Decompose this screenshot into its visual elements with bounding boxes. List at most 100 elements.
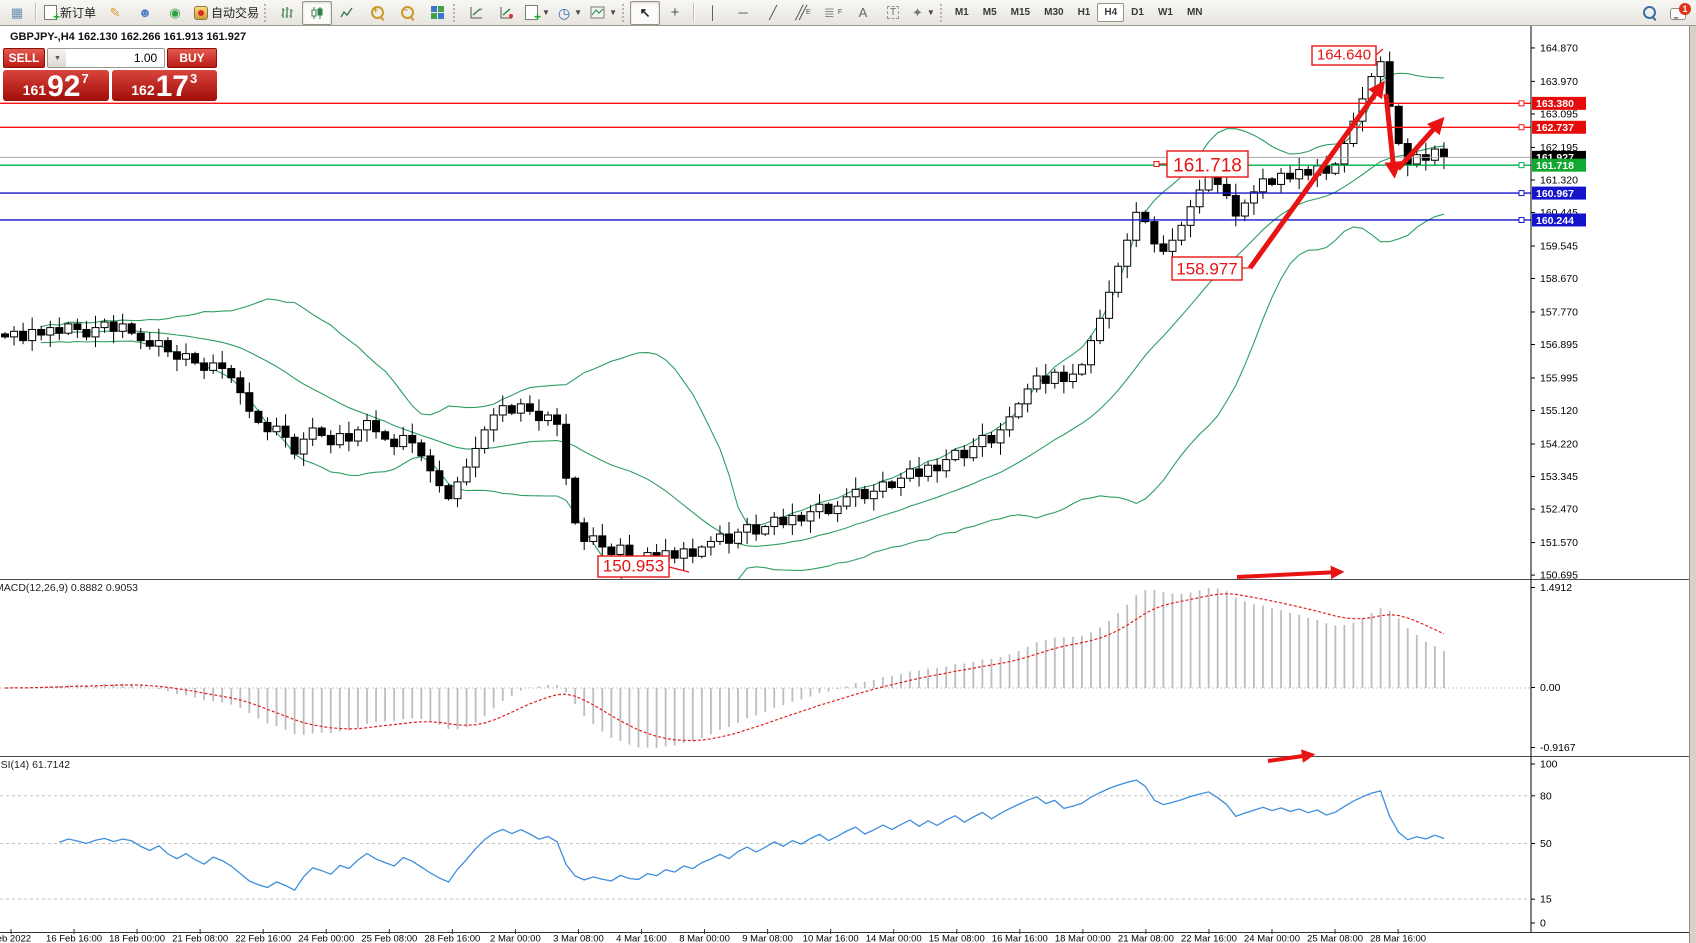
add-object-button[interactable]: ▼ xyxy=(521,1,554,25)
crosshair-tool-button[interactable]: + xyxy=(660,1,690,25)
indicators-button[interactable] xyxy=(461,1,491,25)
fibonacci-icon: ≣ xyxy=(823,5,835,20)
svg-text:152.470: 152.470 xyxy=(1540,504,1578,516)
template-button[interactable]: ▼ xyxy=(586,1,621,25)
new-order-button[interactable]: 新订单 xyxy=(40,1,100,25)
sell-button[interactable]: SELL xyxy=(3,48,45,68)
channel-tool[interactable]: ╱╱ E xyxy=(795,5,811,20)
text-tool[interactable]: A xyxy=(848,1,878,25)
svg-text:22 Feb 16:00: 22 Feb 16:00 xyxy=(235,934,291,943)
price-axis[interactable]: 164.870163.970163.095162.195161.320160.4… xyxy=(1530,26,1586,932)
tile-windows-button[interactable] xyxy=(422,1,452,25)
channel-icon: ╱╱ xyxy=(795,5,806,20)
fibonacci-tool[interactable]: ≣ F xyxy=(823,5,843,20)
timeframe-M30[interactable]: M30 xyxy=(1044,7,1064,18)
svg-text:21 Feb 08:00: 21 Feb 08:00 xyxy=(172,934,228,943)
ask-price-box[interactable]: 162 17 3 xyxy=(111,70,217,102)
notification-badge: 1 xyxy=(1679,2,1691,15)
volume-input[interactable] xyxy=(66,49,164,67)
svg-text:153.345: 153.345 xyxy=(1540,471,1578,483)
candlestick-chart-button[interactable] xyxy=(302,0,333,25)
zoom-out-icon: − xyxy=(400,5,414,19)
cursor-icon: ↖ xyxy=(639,5,651,20)
styler-button[interactable]: ✎ xyxy=(100,1,130,25)
bar-chart-button[interactable] xyxy=(272,1,302,25)
caret-down-icon: ▼ xyxy=(609,8,618,17)
volume-down-button[interactable]: ▼ xyxy=(48,49,66,67)
buy-button[interactable]: BUY xyxy=(167,48,217,68)
svg-text:151.570: 151.570 xyxy=(1540,537,1578,549)
price-callout xyxy=(597,555,670,578)
search-button[interactable] xyxy=(1634,1,1664,25)
svg-text:21 Mar 08:00: 21 Mar 08:00 xyxy=(1118,934,1174,943)
chart-window-icon[interactable]: ▦ xyxy=(10,5,24,20)
zoom-in-button[interactable]: + xyxy=(362,1,392,25)
autotrade-button[interactable]: 自动交易 xyxy=(190,1,263,25)
rsi-line xyxy=(59,779,1445,892)
label-tool[interactable]: T xyxy=(878,1,908,25)
trendline-tool[interactable]: ╱ xyxy=(758,1,788,25)
trend-arrow[interactable] xyxy=(1383,93,1402,179)
svg-text:16 Mar 16:00: 16 Mar 16:00 xyxy=(992,934,1048,943)
annotations[interactable]: 164.640 161.718 158.977 150.953 xyxy=(597,45,1445,763)
svg-text:8 Mar 00:00: 8 Mar 00:00 xyxy=(679,934,730,943)
bid-pipette: 7 xyxy=(81,71,89,86)
timeframe-H1[interactable]: H1 xyxy=(1077,7,1091,18)
timeframe-M5[interactable]: M5 xyxy=(982,7,997,18)
autotrade-icon xyxy=(194,5,209,20)
new-order-icon xyxy=(44,5,60,24)
svg-text:15 Mar 08:00: 15 Mar 08:00 xyxy=(929,934,985,943)
candles xyxy=(1,51,1448,571)
svg-text:50: 50 xyxy=(1540,838,1552,850)
label-icon: T xyxy=(886,6,900,19)
svg-text:160.967: 160.967 xyxy=(1536,188,1574,200)
line-chart-button[interactable] xyxy=(332,1,362,25)
time-axis[interactable]: Feb 2022 16 Feb 16:00 18 Feb 00:00 21 Feb 0… xyxy=(0,929,1426,943)
trend-arrow[interactable] xyxy=(1396,116,1445,171)
price-callout xyxy=(1311,45,1377,66)
price-tag-160.244 xyxy=(1532,213,1586,227)
svg-text:0: 0 xyxy=(1540,918,1546,930)
autotrade-label: 自动交易 xyxy=(211,6,260,20)
svg-text:154.220: 154.220 xyxy=(1540,439,1578,451)
shapes-tool[interactable]: ✦ ▼ xyxy=(908,1,939,25)
svg-text:3 Mar 08:00: 3 Mar 08:00 xyxy=(553,934,604,943)
trend-arrow[interactable] xyxy=(1267,749,1316,763)
timeframe-M1[interactable]: M1 xyxy=(954,7,969,18)
svg-text:150.695: 150.695 xyxy=(1540,570,1578,582)
trend-arrow[interactable] xyxy=(1247,80,1385,270)
price-tag-160.967 xyxy=(1532,186,1586,200)
zoom-out-button[interactable]: − xyxy=(392,1,422,25)
indicator-list-button[interactable] xyxy=(491,1,521,25)
svg-text:28 Feb 16:00: 28 Feb 16:00 xyxy=(424,934,480,943)
svg-text:161.718: 161.718 xyxy=(1536,160,1574,172)
svg-text:4 Mar 16:00: 4 Mar 16:00 xyxy=(616,934,667,943)
separator xyxy=(35,3,37,22)
svg-text:25 Mar 08:00: 25 Mar 08:00 xyxy=(1307,934,1363,943)
signals-button[interactable]: ◉ xyxy=(160,1,190,25)
svg-text:-0.9167: -0.9167 xyxy=(1540,742,1576,754)
trend-arrow[interactable] xyxy=(1236,565,1345,580)
svg-text:158.977: 158.977 xyxy=(1176,260,1237,279)
indicator-list-icon xyxy=(500,6,513,18)
period-clock-button[interactable]: ◷ ▼ xyxy=(554,1,586,25)
vertical-line-tool[interactable]: │ xyxy=(698,1,728,25)
timeframe-M15[interactable]: M15 xyxy=(1010,7,1031,18)
timeframe-MN[interactable]: MN xyxy=(1186,7,1203,18)
cursor-tool-button[interactable]: ↖ xyxy=(630,0,661,25)
bid-price-box[interactable]: 161 92 7 xyxy=(3,70,109,102)
macd-label: MACD(12,26,9) 0.8882 0.9053 xyxy=(0,582,138,594)
timeframe-H4[interactable]: H4 xyxy=(1097,3,1125,22)
svg-text:100: 100 xyxy=(1540,759,1558,771)
svg-text:161.320: 161.320 xyxy=(1540,174,1578,186)
timeframe-W1[interactable]: W1 xyxy=(1157,7,1173,18)
price-callout xyxy=(1166,150,1249,178)
community-button[interactable]: ☻ xyxy=(130,1,160,25)
arrows-icon: ✦ xyxy=(912,5,923,20)
notifications-button[interactable]: 1 xyxy=(1664,1,1694,25)
timeframe-D1[interactable]: D1 xyxy=(1131,7,1144,18)
chart-title: GBPJPY-,H4 162.130 162.266 161.913 161.9… xyxy=(10,31,247,43)
horizontal-line-tool[interactable]: ─ xyxy=(728,1,758,25)
svg-text:16 Feb 16:00: 16 Feb 16:00 xyxy=(46,934,102,943)
